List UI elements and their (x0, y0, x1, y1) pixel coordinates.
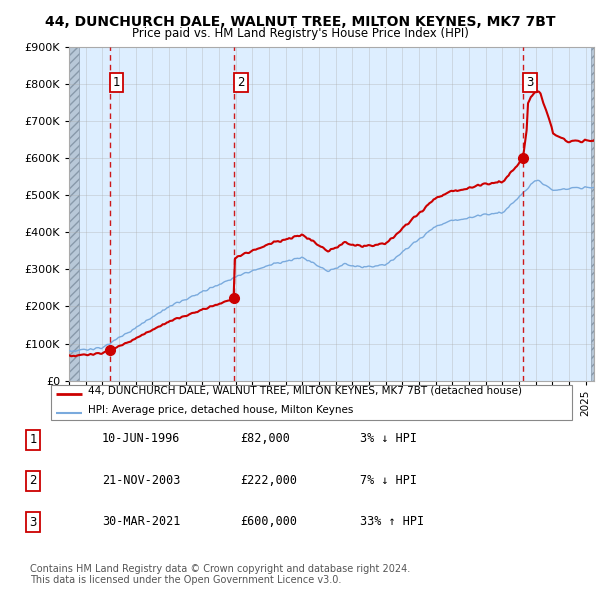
Text: £82,000: £82,000 (240, 432, 290, 445)
Text: 44, DUNCHURCH DALE, WALNUT TREE, MILTON KEYNES, MK7 7BT: 44, DUNCHURCH DALE, WALNUT TREE, MILTON … (45, 15, 555, 29)
Text: 21-NOV-2003: 21-NOV-2003 (102, 474, 181, 487)
Text: 3: 3 (526, 76, 534, 88)
Text: 2: 2 (29, 474, 37, 487)
Text: 2: 2 (237, 76, 245, 88)
Text: 7% ↓ HPI: 7% ↓ HPI (360, 474, 417, 487)
Text: Contains HM Land Registry data © Crown copyright and database right 2024.: Contains HM Land Registry data © Crown c… (30, 564, 410, 574)
Text: £222,000: £222,000 (240, 474, 297, 487)
FancyBboxPatch shape (50, 385, 572, 420)
Bar (69, 47, 79, 381)
Text: 3% ↓ HPI: 3% ↓ HPI (360, 432, 417, 445)
Text: Price paid vs. HM Land Registry's House Price Index (HPI): Price paid vs. HM Land Registry's House … (131, 27, 469, 40)
Bar (590, 47, 594, 381)
Text: 3: 3 (29, 516, 37, 529)
Text: 1: 1 (113, 76, 121, 88)
Text: 30-MAR-2021: 30-MAR-2021 (102, 515, 181, 528)
Text: 44, DUNCHURCH DALE, WALNUT TREE, MILTON KEYNES, MK7 7BT (detached house): 44, DUNCHURCH DALE, WALNUT TREE, MILTON … (88, 385, 521, 395)
Text: 1: 1 (29, 433, 37, 446)
Text: £600,000: £600,000 (240, 515, 297, 528)
Text: 10-JUN-1996: 10-JUN-1996 (102, 432, 181, 445)
Text: This data is licensed under the Open Government Licence v3.0.: This data is licensed under the Open Gov… (30, 575, 341, 585)
Text: 33% ↑ HPI: 33% ↑ HPI (360, 515, 424, 528)
Text: HPI: Average price, detached house, Milton Keynes: HPI: Average price, detached house, Milt… (88, 405, 353, 415)
